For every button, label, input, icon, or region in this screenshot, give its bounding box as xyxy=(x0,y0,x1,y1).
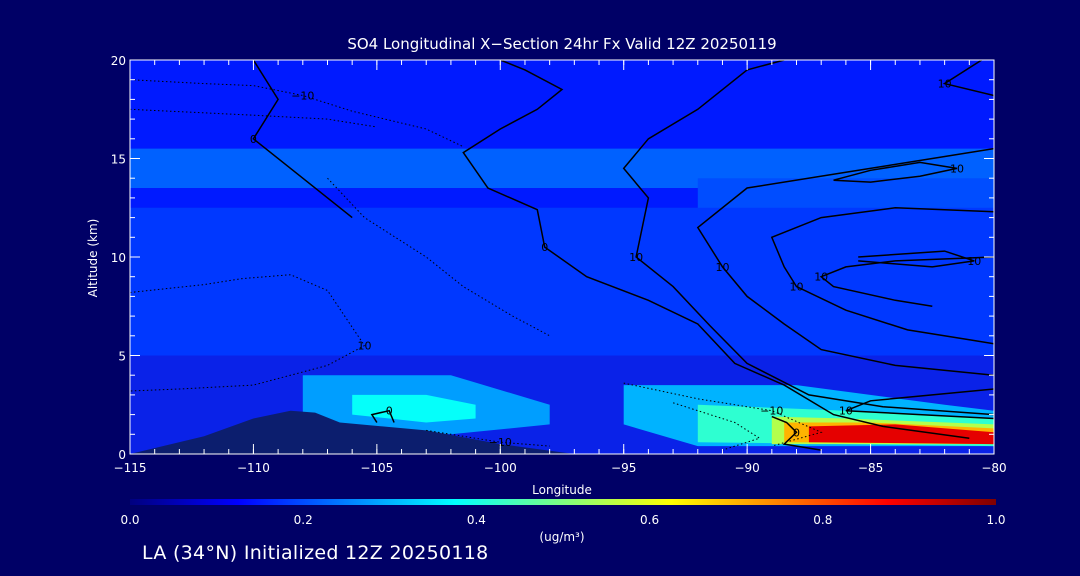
colorbar-tick-label: 0.0 xyxy=(120,513,139,527)
contour-line xyxy=(370,409,395,423)
contour-line xyxy=(696,147,994,376)
y-tick-label: 0 xyxy=(118,448,126,462)
dotted-contour-line xyxy=(426,429,550,447)
x-tick-label: −85 xyxy=(858,461,883,475)
footer-location-text: LA (34°N) Initialized 12Z 20250118 xyxy=(142,542,489,564)
contour-label: −10 xyxy=(760,405,783,418)
x-tick-label: −105 xyxy=(360,461,393,475)
contour-line xyxy=(833,161,958,183)
colorbar-gradient xyxy=(130,499,996,505)
contour-label: 10 xyxy=(629,251,643,264)
x-tick-label: −110 xyxy=(237,461,270,475)
dotted-contour-line xyxy=(672,402,761,451)
colorbar: 0.0 0.2 0.4 0.6 0.8 1.0 (ug/m³) xyxy=(120,499,1006,544)
y-tick-label: 5 xyxy=(118,350,126,364)
terrain xyxy=(130,410,994,454)
contour-line xyxy=(819,256,994,308)
concentration-region xyxy=(808,424,994,445)
contour-line xyxy=(771,415,822,451)
plot-area: 0 0 0 10 10 10 10 10 10 10 10 0 −10 10 −10 −10 xyxy=(130,60,994,454)
concentration-region xyxy=(352,394,476,423)
contour-line xyxy=(252,60,353,219)
x-tick-label: −95 xyxy=(611,461,636,475)
colorbar-tick-label: 0.4 xyxy=(467,513,486,527)
contour-line xyxy=(942,60,994,97)
contour-label: −10 xyxy=(291,90,314,103)
colorbar-ticks: 0.0 0.2 0.4 0.6 0.8 1.0 xyxy=(120,513,1005,527)
dotted-contour-line xyxy=(327,177,550,337)
colorbar-tick-label: 0.2 xyxy=(294,513,313,527)
x-tick-label: −80 xyxy=(981,461,1006,475)
contour-line xyxy=(622,60,994,416)
x-tick-label: −115 xyxy=(114,461,147,475)
concentration-region xyxy=(130,207,994,356)
dotted-contour-line xyxy=(130,274,366,392)
contour-label: 0 xyxy=(541,241,548,254)
contour-label: 10 xyxy=(938,78,952,91)
colorbar-unit-label: (ug/m³) xyxy=(539,530,584,544)
contour-label: 10 xyxy=(950,162,964,175)
contour-line xyxy=(845,388,994,420)
y-axis-label: Altitude (km) xyxy=(86,219,100,298)
x-axis: −115 −110 −105 −100 −95 −90 −85 −80 xyxy=(114,60,1007,475)
contour-line xyxy=(858,250,975,268)
y-tick-label: 15 xyxy=(111,153,126,167)
contour-label: 10 xyxy=(967,255,981,268)
y-axis: 0 5 10 15 20 xyxy=(111,54,994,462)
contour-label: 0 xyxy=(250,133,257,146)
contour-label: −10 xyxy=(489,436,512,449)
concentration-region xyxy=(130,148,994,188)
contour-label: 10 xyxy=(716,261,730,274)
contour-line xyxy=(462,60,970,439)
contour-line xyxy=(770,207,994,345)
x-tick-label: −100 xyxy=(484,461,517,475)
concentration-regions xyxy=(130,60,994,447)
contour-lines: 0 0 0 10 10 10 10 10 10 10 10 0 −10 10 −10 −10 xyxy=(130,60,994,451)
contour-label: 10 xyxy=(358,340,372,353)
y-tick-label: 10 xyxy=(111,251,126,265)
chart-title: SO4 Longitudinal X−Section 24hr Fx Valid… xyxy=(347,35,776,53)
x-tick-label: −90 xyxy=(734,461,759,475)
x-axis-label: Longitude xyxy=(532,483,592,497)
dotted-contour-line xyxy=(130,108,377,128)
contour-label: 10 xyxy=(839,405,853,418)
contour-label: 0 xyxy=(793,426,800,439)
colorbar-tick-label: 0.8 xyxy=(813,513,832,527)
colorbar-tick-label: 1.0 xyxy=(986,513,1005,527)
contour-label: 10 xyxy=(814,271,828,284)
contour-label: 10 xyxy=(790,281,804,294)
contour-label: 0 xyxy=(386,405,393,418)
colorbar-tick-label: 0.6 xyxy=(640,513,659,527)
y-tick-label: 20 xyxy=(111,54,126,68)
